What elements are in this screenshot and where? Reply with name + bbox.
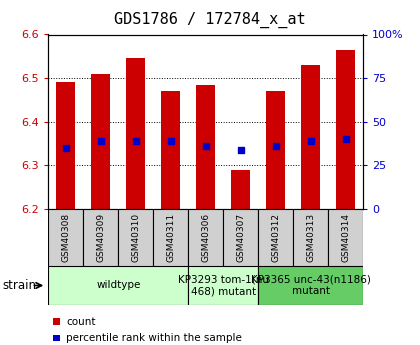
Bar: [161, 91, 181, 209]
Bar: [328, 209, 363, 266]
Text: GSM40307: GSM40307: [236, 213, 245, 262]
Bar: [153, 209, 188, 266]
Bar: [196, 85, 215, 209]
Text: GSM40314: GSM40314: [341, 213, 350, 262]
Text: KP3293 tom-1(nu
468) mutant: KP3293 tom-1(nu 468) mutant: [178, 275, 269, 296]
Bar: [301, 65, 320, 209]
Text: strain: strain: [2, 279, 36, 292]
Bar: [336, 50, 355, 209]
Bar: [258, 209, 293, 266]
Text: GSM40310: GSM40310: [131, 213, 140, 262]
Bar: [223, 209, 258, 266]
Bar: [126, 58, 145, 209]
Bar: [118, 209, 153, 266]
Bar: [293, 209, 328, 266]
Bar: [91, 74, 110, 209]
Bar: [83, 209, 118, 266]
Bar: [56, 82, 76, 209]
Bar: [48, 209, 83, 266]
Text: wildtype: wildtype: [96, 280, 140, 290]
Text: GSM40311: GSM40311: [166, 213, 175, 262]
Bar: [188, 209, 223, 266]
Text: count: count: [66, 317, 96, 326]
Bar: [231, 169, 250, 209]
Bar: [188, 266, 258, 305]
Bar: [258, 266, 363, 305]
Text: GSM40309: GSM40309: [96, 213, 105, 262]
Text: GSM40313: GSM40313: [306, 213, 315, 262]
Text: GDS1786 / 172784_x_at: GDS1786 / 172784_x_at: [114, 12, 306, 28]
Text: KP3365 unc-43(n1186)
mutant: KP3365 unc-43(n1186) mutant: [251, 275, 371, 296]
Text: GSM40312: GSM40312: [271, 213, 280, 262]
Text: GSM40306: GSM40306: [201, 213, 210, 262]
Bar: [48, 266, 188, 305]
Bar: [266, 91, 286, 209]
Text: percentile rank within the sample: percentile rank within the sample: [66, 333, 242, 343]
Text: GSM40308: GSM40308: [61, 213, 70, 262]
